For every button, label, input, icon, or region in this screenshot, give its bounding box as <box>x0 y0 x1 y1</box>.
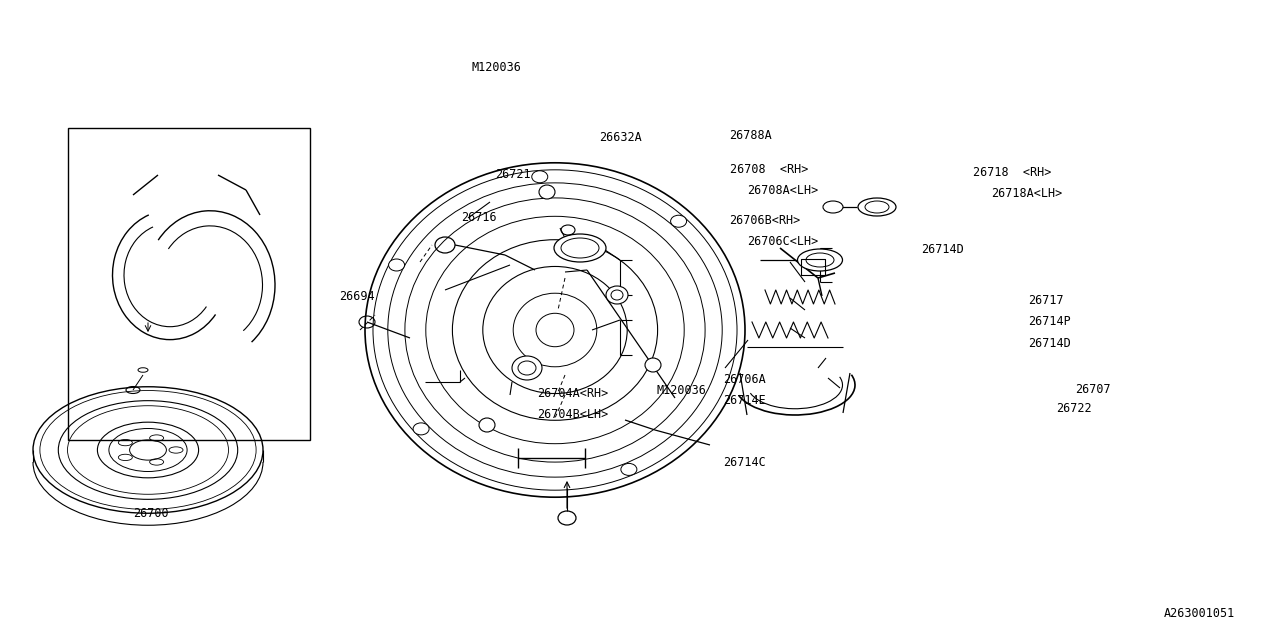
Text: 26714P: 26714P <box>1028 316 1070 328</box>
Text: 26714E: 26714E <box>723 394 765 406</box>
Ellipse shape <box>823 201 844 213</box>
Ellipse shape <box>539 185 556 199</box>
Text: 26632A: 26632A <box>599 131 641 144</box>
Text: A263001051: A263001051 <box>1164 607 1235 620</box>
Ellipse shape <box>858 198 896 216</box>
Ellipse shape <box>554 234 605 262</box>
Ellipse shape <box>797 249 842 271</box>
Ellipse shape <box>621 463 637 476</box>
Text: 26704B<LH>: 26704B<LH> <box>538 408 609 421</box>
Text: 26716: 26716 <box>461 211 497 224</box>
Text: 26706C<LH>: 26706C<LH> <box>748 235 819 248</box>
Text: 26714C: 26714C <box>723 456 765 468</box>
Text: 26706A: 26706A <box>723 373 765 386</box>
Text: 26694: 26694 <box>339 290 375 303</box>
Text: 26722: 26722 <box>1056 403 1092 415</box>
Bar <box>68 128 310 440</box>
Text: 26700: 26700 <box>133 507 169 520</box>
Text: 26704A<RH>: 26704A<RH> <box>538 387 609 400</box>
Text: 26708A<LH>: 26708A<LH> <box>748 184 819 196</box>
Ellipse shape <box>413 423 429 435</box>
Text: M120036: M120036 <box>657 384 707 397</box>
Ellipse shape <box>389 259 404 271</box>
Text: 26714D: 26714D <box>1028 337 1070 349</box>
Ellipse shape <box>479 418 495 432</box>
Text: 26717: 26717 <box>1028 294 1064 307</box>
Text: 26718A<LH>: 26718A<LH> <box>991 187 1062 200</box>
Text: 26707: 26707 <box>1075 383 1111 396</box>
Text: 26788A: 26788A <box>730 129 772 142</box>
Ellipse shape <box>605 286 628 304</box>
Text: 26714D: 26714D <box>922 243 964 256</box>
Text: 26721: 26721 <box>495 168 531 180</box>
Ellipse shape <box>671 215 686 227</box>
Ellipse shape <box>645 358 660 372</box>
Ellipse shape <box>365 163 745 497</box>
Text: 26708  <RH>: 26708 <RH> <box>730 163 808 176</box>
Ellipse shape <box>531 171 548 183</box>
Ellipse shape <box>512 356 541 380</box>
Text: 26718  <RH>: 26718 <RH> <box>973 166 1051 179</box>
Text: M120036: M120036 <box>472 61 521 74</box>
Text: 26706B<RH>: 26706B<RH> <box>730 214 801 227</box>
